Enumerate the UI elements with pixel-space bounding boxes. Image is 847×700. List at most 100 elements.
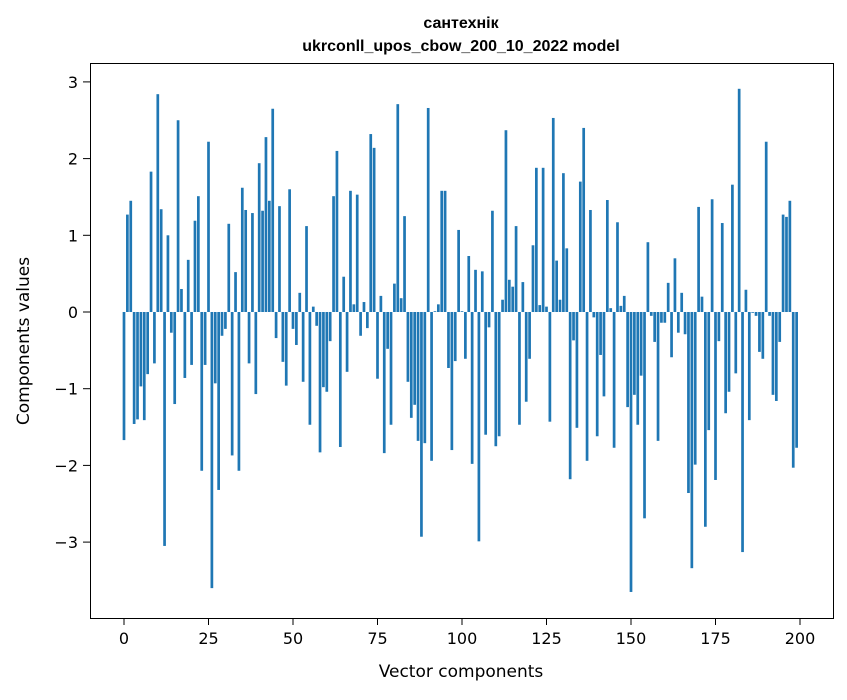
bar-171: [700, 296, 704, 312]
bar-143: [605, 200, 609, 312]
bar-78: [386, 312, 389, 349]
bar-128: [555, 260, 558, 312]
bar-0: [122, 312, 126, 441]
bar-107: [484, 312, 488, 435]
bar-110: [494, 312, 498, 447]
bar-42: [264, 137, 268, 312]
bar-3: [132, 312, 136, 424]
bar-81: [396, 104, 400, 312]
bar-103: [470, 312, 474, 464]
bar-108: [487, 312, 491, 328]
bar-168: [690, 312, 694, 569]
bar-198: [791, 312, 795, 468]
y-tick-label: 3: [68, 73, 78, 92]
chart-subtitle: ukrconll_upos_cbow_200_10_2022 model: [302, 38, 619, 55]
bar-144: [609, 308, 613, 312]
bar-188: [758, 312, 761, 352]
bar-88: [420, 312, 423, 537]
bar-48: [284, 312, 288, 386]
bar-26: [210, 312, 214, 589]
bar-191: [768, 312, 771, 316]
bar-58: [318, 312, 322, 453]
bar-172: [704, 312, 707, 527]
bar-16: [176, 120, 180, 312]
bar-122: [535, 167, 538, 312]
bar-77: [382, 312, 386, 454]
bar-72: [366, 312, 369, 329]
bar-126: [548, 312, 552, 422]
x-tick-label: 100: [447, 629, 478, 648]
bar-28: [217, 312, 220, 490]
bar-29: [220, 312, 224, 336]
bar-139: [592, 312, 596, 318]
bar-91: [430, 312, 433, 461]
bar-105: [477, 312, 481, 542]
bar-2: [129, 200, 133, 312]
bar-36: [244, 209, 248, 312]
bar-37: [247, 312, 251, 364]
x-tick-label: 150: [616, 629, 647, 648]
bar-197: [788, 200, 792, 312]
bar-47: [281, 312, 285, 362]
x-tick-label: 75: [367, 629, 387, 648]
bar-161: [666, 282, 670, 312]
bar-53: [301, 312, 305, 382]
bar-93: [436, 304, 440, 312]
bar-159: [660, 312, 663, 323]
bar-115: [511, 286, 515, 312]
bar-23: [200, 312, 204, 471]
bar-74: [372, 147, 376, 312]
bar-40: [257, 163, 261, 312]
bar-25: [207, 141, 210, 312]
bar-68: [352, 304, 356, 312]
bar-182: [737, 88, 741, 312]
bar-19: [186, 259, 190, 312]
y-tick-label: 2: [68, 150, 78, 169]
bar-176: [717, 312, 721, 342]
bar-57: [315, 312, 319, 326]
bar-97: [450, 312, 454, 451]
bar-178: [724, 312, 727, 414]
y-axis-label: Components values: [14, 257, 34, 425]
bar-170: [697, 206, 700, 312]
bar-154: [643, 312, 646, 519]
bar-95: [443, 190, 447, 312]
bar-43: [267, 200, 271, 312]
bar-89: [423, 312, 427, 444]
bar-192: [771, 312, 775, 395]
bar-163: [673, 258, 677, 312]
bar-146: [616, 222, 619, 312]
bar-112: [501, 299, 504, 312]
bar-6: [142, 312, 146, 421]
bar-38: [251, 213, 254, 312]
y-tick-label: 0: [68, 303, 78, 322]
bar-60: [325, 312, 329, 392]
bar-186: [751, 312, 755, 313]
bar-66: [345, 312, 349, 372]
bar-190: [764, 141, 768, 312]
bar-166: [683, 312, 687, 335]
bar-124: [541, 167, 545, 312]
bar-55: [308, 312, 312, 425]
bar-75: [376, 312, 379, 379]
bar-49: [288, 189, 291, 312]
bar-141: [599, 312, 602, 355]
bar-85: [409, 312, 413, 418]
bar-173: [707, 312, 711, 431]
bar-177: [720, 223, 724, 312]
bar-121: [531, 245, 535, 312]
bar-158: [656, 312, 660, 441]
bar-54: [305, 226, 308, 312]
bar-137: [585, 312, 589, 461]
y-tick-label: −1: [54, 380, 78, 399]
bar-12: [163, 312, 166, 546]
bar-71: [362, 302, 366, 312]
bar-24: [203, 312, 207, 365]
bar-187: [754, 312, 758, 316]
x-axis: 0 25 50 75 100 125 150 175 200: [119, 618, 815, 648]
bar-179: [727, 312, 731, 392]
bar-13: [166, 235, 170, 312]
bar-134: [575, 312, 579, 428]
bar-27: [213, 312, 217, 384]
